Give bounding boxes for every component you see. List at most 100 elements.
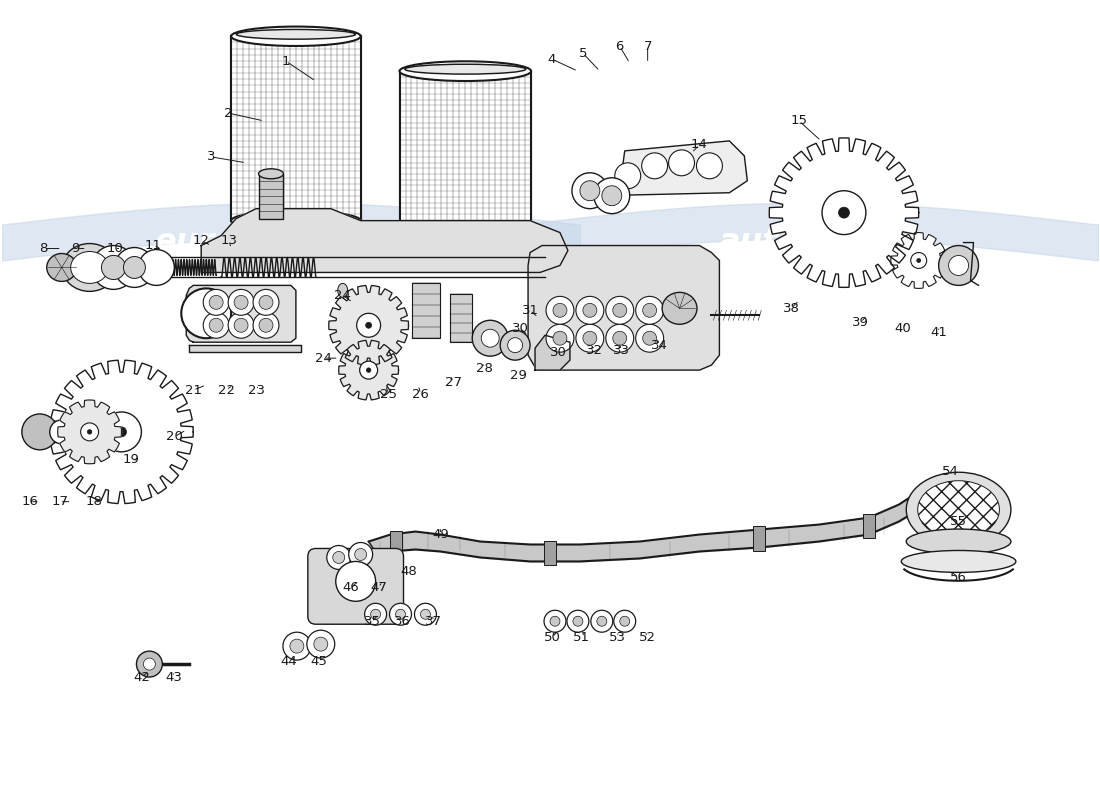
Circle shape — [143, 658, 155, 670]
Text: 55: 55 — [950, 515, 967, 528]
Circle shape — [290, 639, 304, 653]
Circle shape — [307, 630, 334, 658]
Circle shape — [602, 186, 621, 206]
Bar — [389, 530, 402, 554]
Text: 33: 33 — [614, 344, 630, 357]
Text: 47: 47 — [371, 581, 387, 594]
Text: 3: 3 — [207, 150, 216, 163]
Circle shape — [204, 312, 229, 338]
Circle shape — [481, 330, 499, 347]
Ellipse shape — [399, 233, 531, 253]
Polygon shape — [528, 246, 719, 370]
Circle shape — [583, 331, 597, 345]
Text: 1: 1 — [282, 54, 290, 68]
Text: 31: 31 — [521, 304, 539, 317]
Text: 40: 40 — [894, 322, 911, 334]
Bar — [399, 71, 531, 242]
Circle shape — [613, 331, 627, 345]
Circle shape — [22, 414, 57, 450]
Circle shape — [209, 318, 223, 332]
Circle shape — [507, 338, 522, 353]
Circle shape — [283, 632, 311, 660]
Circle shape — [253, 312, 279, 338]
Circle shape — [354, 549, 366, 561]
Bar — [450, 294, 472, 342]
Circle shape — [472, 320, 508, 356]
Polygon shape — [769, 138, 918, 287]
Circle shape — [911, 253, 926, 269]
Circle shape — [228, 312, 254, 338]
Text: 32: 32 — [586, 344, 603, 357]
Text: 8: 8 — [40, 242, 48, 255]
Ellipse shape — [231, 26, 361, 46]
Circle shape — [613, 303, 627, 318]
Bar — [544, 541, 556, 565]
Circle shape — [696, 153, 723, 178]
Circle shape — [576, 296, 604, 324]
Text: 36: 36 — [394, 614, 411, 628]
Ellipse shape — [231, 211, 361, 230]
Circle shape — [389, 603, 411, 626]
Ellipse shape — [47, 254, 77, 282]
Circle shape — [136, 651, 163, 677]
Text: 25: 25 — [381, 387, 397, 401]
Circle shape — [615, 163, 640, 189]
Ellipse shape — [236, 30, 355, 39]
Circle shape — [228, 290, 254, 315]
Text: 14: 14 — [691, 138, 708, 151]
Text: 37: 37 — [425, 614, 442, 628]
Text: 24: 24 — [316, 352, 332, 365]
Text: 5: 5 — [579, 46, 587, 60]
Circle shape — [619, 616, 629, 626]
Text: 23: 23 — [248, 383, 264, 397]
Circle shape — [327, 546, 351, 570]
FancyBboxPatch shape — [308, 549, 404, 624]
Polygon shape — [891, 233, 947, 288]
Text: 45: 45 — [310, 654, 327, 667]
Circle shape — [553, 331, 566, 345]
Circle shape — [101, 412, 142, 452]
Polygon shape — [535, 335, 570, 370]
Circle shape — [139, 250, 174, 286]
Circle shape — [594, 178, 629, 214]
Text: 28: 28 — [476, 362, 493, 374]
Circle shape — [500, 330, 530, 360]
Text: 44: 44 — [280, 654, 297, 667]
Text: 46: 46 — [342, 581, 359, 594]
Circle shape — [838, 207, 849, 218]
Text: 11: 11 — [145, 239, 162, 252]
Text: 49: 49 — [432, 528, 449, 541]
Text: 41: 41 — [931, 326, 947, 338]
Text: 29: 29 — [509, 369, 527, 382]
Text: 15: 15 — [791, 114, 807, 127]
Circle shape — [606, 324, 634, 352]
Circle shape — [544, 610, 565, 632]
Circle shape — [91, 246, 135, 290]
Text: 24: 24 — [334, 289, 351, 302]
Circle shape — [87, 430, 91, 434]
Circle shape — [546, 324, 574, 352]
Circle shape — [415, 603, 437, 626]
Text: 26: 26 — [412, 387, 429, 401]
Circle shape — [365, 322, 372, 328]
Circle shape — [572, 173, 608, 209]
Circle shape — [614, 610, 636, 632]
Circle shape — [258, 318, 273, 332]
Ellipse shape — [917, 481, 1000, 538]
Text: 10: 10 — [106, 242, 123, 255]
Circle shape — [583, 303, 597, 318]
Text: 22: 22 — [218, 383, 234, 397]
Text: 51: 51 — [573, 630, 591, 644]
Circle shape — [669, 150, 694, 176]
Text: 20: 20 — [166, 430, 183, 443]
Circle shape — [573, 616, 583, 626]
Circle shape — [314, 637, 328, 651]
Circle shape — [333, 551, 344, 563]
Text: 18: 18 — [85, 495, 102, 508]
Circle shape — [642, 331, 657, 345]
Circle shape — [80, 423, 99, 441]
Text: 9: 9 — [72, 242, 80, 255]
Circle shape — [546, 296, 574, 324]
Circle shape — [948, 255, 968, 275]
Text: 43: 43 — [165, 670, 182, 683]
